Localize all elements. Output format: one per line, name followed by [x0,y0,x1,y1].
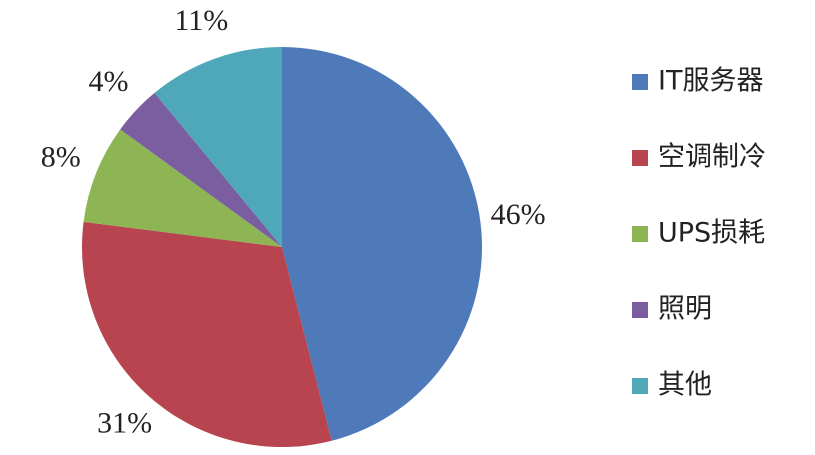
legend-swatch [632,226,648,242]
pie-slice [81,221,332,447]
legend-label: UPS损耗 [658,218,765,249]
data-label: 11% [174,4,228,37]
pie-slice [282,47,483,441]
data-label: 4% [89,65,129,98]
legend-label: 空调制冷 [658,142,766,173]
legend-label: 其他 [658,370,712,401]
legend-swatch [632,150,648,166]
pie-slice [83,129,282,247]
data-label: 8% [41,140,81,173]
legend-swatch [632,302,648,318]
legend-label: IT服务器 [658,66,763,97]
data-label: 31% [97,406,152,439]
pie-slice [154,47,282,247]
legend-swatch [632,74,648,90]
data-label: 46% [491,198,546,231]
legend-swatch [632,378,648,394]
pie-slice [120,92,283,247]
legend-label: 照明 [658,294,712,325]
